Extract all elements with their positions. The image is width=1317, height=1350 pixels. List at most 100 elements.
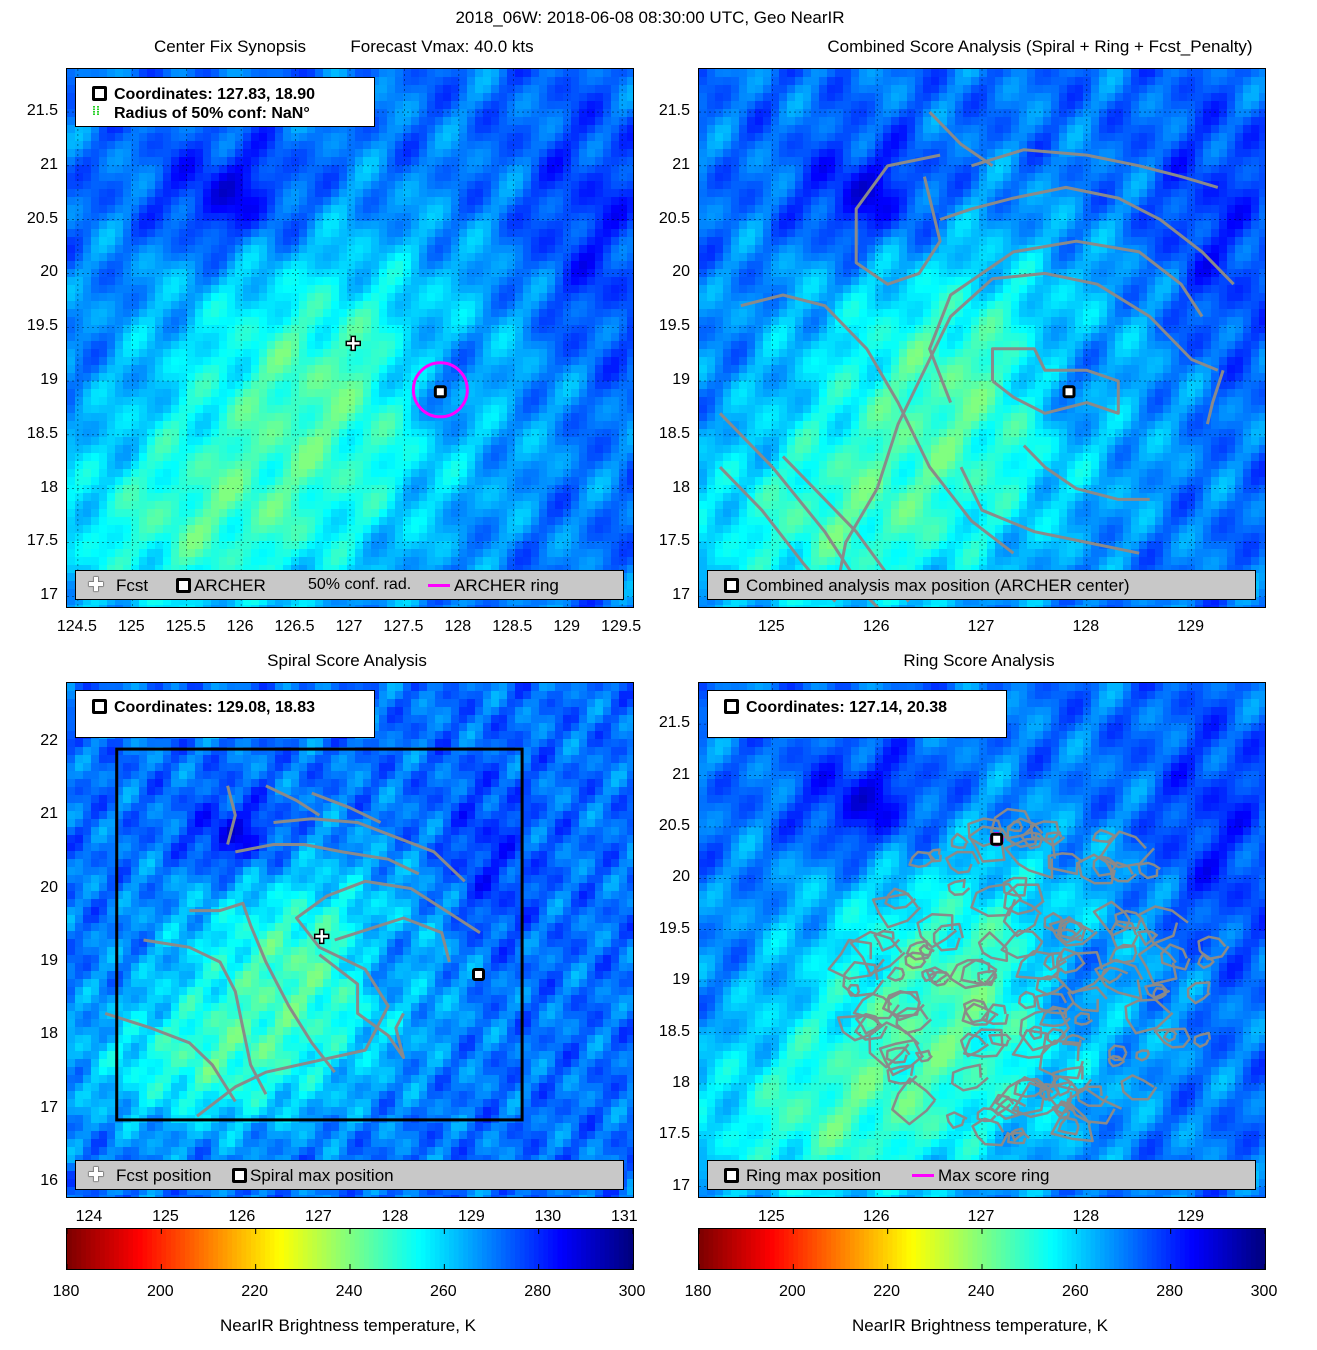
score-contour [891, 1077, 937, 1126]
score-contour [971, 148, 1219, 189]
cb1-tick: 220 [241, 1283, 269, 1300]
p2-ytick: 16 [40, 1172, 58, 1190]
p0-ytick: 19.5 [26, 317, 58, 335]
legend-conf: 50% conf. rad. [308, 576, 412, 593]
plus-marker-icon [345, 335, 362, 352]
p0-ytick: 17.5 [26, 532, 58, 550]
cb2-tick: 300 [1250, 1283, 1278, 1300]
score-contour [886, 966, 906, 982]
score-contour [226, 785, 237, 845]
score-contour [1137, 942, 1178, 986]
p1-ytick: 21 [672, 155, 690, 173]
score-contour [1135, 1049, 1151, 1062]
p1-ytick: 17.5 [658, 532, 690, 550]
p2-ytick: 18 [40, 1025, 58, 1043]
score-contour [950, 832, 969, 849]
square-marker-icon [990, 832, 1004, 846]
score-contour [1108, 1044, 1128, 1062]
p1-svg [67, 69, 633, 607]
panel3-info-box: Coordinates: 129.08, 18.83 [75, 690, 375, 738]
score-contour [1051, 1075, 1072, 1097]
cb2-tick: 180 [684, 1283, 712, 1300]
panel2-title: Combined Score Analysis (Spiral + Ring +… [827, 37, 1253, 56]
score-contour [189, 901, 336, 1074]
p0-xtick: 126 [226, 618, 254, 635]
score-contour [1044, 831, 1066, 847]
square-marker-icon [724, 1168, 739, 1183]
p1-ytick: 19.5 [658, 317, 690, 335]
score-contour [1056, 951, 1109, 995]
score-contour [977, 931, 1009, 963]
combined-score-plot [698, 68, 1266, 608]
score-contour [887, 990, 925, 1022]
p3-ytick: 17.5 [658, 1125, 690, 1143]
p1-xtick: 125 [758, 618, 785, 635]
legend-spiral-max: Spiral max position [250, 1166, 394, 1185]
panel4-info-box: Coordinates: 127.14, 20.38 [707, 690, 1007, 738]
p1-ytick: 19 [672, 371, 690, 389]
p3-ytick: 17 [672, 1176, 690, 1194]
cb1-tick: 180 [52, 1283, 80, 1300]
p2-xtick: 131 [610, 1208, 638, 1225]
score-contour [1043, 911, 1068, 932]
p2-xtick: 125 [152, 1208, 179, 1225]
score-contour [1153, 1027, 1191, 1049]
p3-xtick: 128 [1072, 1208, 1100, 1225]
colorbar-right-label: NearIR Brightness temperature, K [851, 1316, 1109, 1335]
p2-xtick: 128 [381, 1208, 409, 1225]
score-contour [1050, 1101, 1094, 1143]
p0-ytick: 20 [40, 263, 58, 281]
score-contour [1000, 929, 1044, 960]
p0-xtick: 125.5 [165, 618, 206, 635]
score-contour [932, 922, 965, 952]
score-contour [884, 887, 917, 910]
p0-xtick: 129 [553, 618, 581, 635]
colorbar-left [66, 1228, 634, 1270]
score-contour [1043, 951, 1068, 971]
score-contour [1186, 981, 1211, 1005]
score-contour [960, 958, 998, 987]
score-contour [1091, 828, 1117, 844]
p3-xtick: 127 [967, 1208, 995, 1225]
cb2-tick: 260 [1061, 1283, 1089, 1300]
p0-ytick: 21 [40, 155, 58, 173]
score-contour [1003, 883, 1045, 916]
p1-xtick: 126 [862, 618, 890, 635]
score-contour [947, 878, 971, 896]
score-contour [1067, 986, 1108, 1013]
cb1-tick: 260 [429, 1283, 457, 1300]
panel1-legend: ✚ Fcst ARCHER 50% conf. rad. ARCHER ring [75, 570, 624, 600]
score-contour [928, 110, 994, 168]
score-contour [1057, 1116, 1080, 1136]
p0-xtick: 127.5 [383, 618, 424, 635]
score-contour [950, 1063, 989, 1092]
p0-ytick: 17 [40, 586, 58, 604]
square-marker-icon [92, 86, 107, 101]
colorbar-right [698, 1228, 1266, 1270]
p2-xtick: 130 [534, 1208, 562, 1225]
score-contour [265, 784, 321, 817]
score-contour [971, 1117, 1010, 1147]
score-contour [842, 960, 885, 998]
cb1-tick: 300 [618, 1283, 646, 1300]
p3-ytick: 20.5 [658, 816, 690, 834]
score-contour [740, 293, 1015, 555]
score-contour [988, 1033, 1012, 1047]
cb2-tick: 220 [873, 1283, 901, 1300]
p0-ytick: 18.5 [26, 424, 58, 442]
score-contour [916, 912, 958, 949]
score-contour [1160, 943, 1191, 971]
score-contour [1137, 905, 1189, 945]
p1-ytick: 20.5 [658, 209, 690, 227]
p3-xtick: 129 [1177, 1208, 1204, 1225]
score-contour [945, 850, 981, 874]
p2-xtick: 129 [458, 1208, 485, 1225]
p3-ytick: 21 [672, 765, 690, 783]
score-contour [1098, 830, 1155, 869]
p2-ytick: 20 [40, 878, 58, 896]
score-contour [885, 1046, 911, 1064]
p0-xtick: 127 [335, 618, 363, 635]
score-contour [833, 271, 1219, 597]
p0-ytick: 19 [40, 371, 58, 389]
score-contour [1163, 1028, 1178, 1043]
